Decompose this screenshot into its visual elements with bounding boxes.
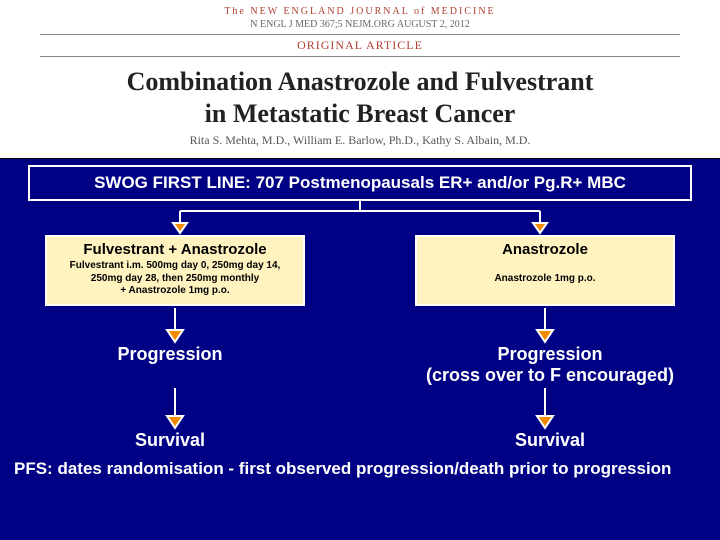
progression-right-a: Progression (497, 344, 602, 364)
down-arrow-left-1 (45, 306, 305, 344)
trial-topline: SWOG FIRST LINE: 707 Postmenopausals ER+… (28, 165, 692, 201)
arm-right-title: Anastrozole (423, 241, 667, 260)
survival-row: Survival Survival (0, 430, 720, 451)
arm-left-body2: 250mg day 28, then 250mg monthly (53, 273, 297, 286)
progression-right: Progression (cross over to F encouraged) (400, 344, 700, 386)
progression-left: Progression (20, 344, 320, 386)
arm-right-body2: Anastrozole 1mg p.o. (423, 273, 667, 286)
progression-row: Progression Progression (cross over to F… (0, 344, 720, 386)
progression-right-b: (cross over to F encouraged) (426, 365, 674, 385)
survival-right: Survival (400, 430, 700, 451)
article-authors: Rita S. Mehta, M.D., William E. Barlow, … (0, 131, 720, 158)
pfs-footer: PFS: dates randomisation - first observe… (0, 451, 720, 479)
journal-issue: N ENGL J MED 367;5 NEJM.ORG AUGUST 2, 20… (0, 17, 720, 34)
arm-row: Fulvestrant + Anastrozole Fulvestrant i.… (0, 235, 720, 306)
arm-left-body1: Fulvestrant i.m. 500mg day 0, 250mg day … (53, 260, 297, 273)
arrow-row-2 (0, 386, 720, 430)
article-title-line1: Combination Anastrozole and Fulvestrant (0, 57, 720, 99)
arm-right-body3 (423, 285, 667, 298)
journal-header: The NEW ENGLAND JOURNAL of MEDICINE N EN… (0, 0, 720, 159)
survival-left: Survival (20, 430, 320, 451)
down-arrow-right-1 (415, 306, 675, 344)
down-arrow-left-2 (45, 386, 305, 430)
arm-left-box: Fulvestrant + Anastrozole Fulvestrant i.… (45, 235, 305, 306)
arm-left-body3: + Anastrozole 1mg p.o. (53, 285, 297, 298)
arm-left-title: Fulvestrant + Anastrozole (53, 241, 297, 260)
down-arrow-right-2 (415, 386, 675, 430)
journal-section: ORIGINAL ARTICLE (40, 34, 680, 57)
arm-right-box: Anastrozole Anastrozole 1mg p.o. (415, 235, 675, 306)
arm-right-body1 (423, 260, 667, 273)
split-arrow (120, 201, 600, 235)
journal-name: The NEW ENGLAND JOURNAL of MEDICINE (0, 0, 720, 17)
arrow-row-1 (0, 306, 720, 344)
article-title-line2: in Metastatic Breast Cancer (0, 99, 720, 131)
